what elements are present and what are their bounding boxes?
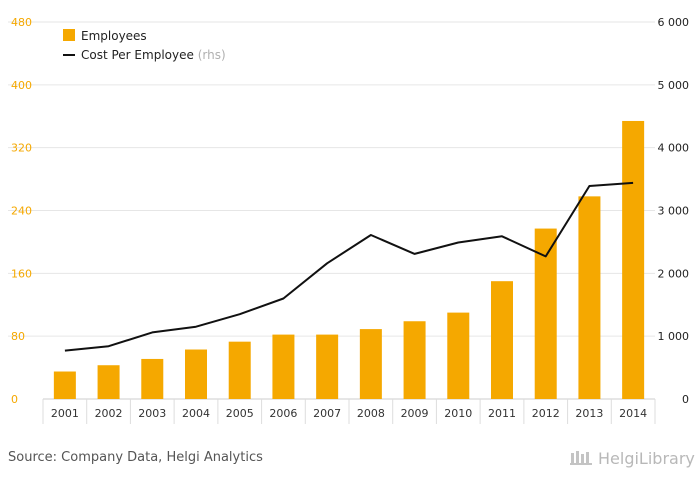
x-tick-label: 2007 [313, 407, 341, 420]
x-tick-label: 2008 [357, 407, 385, 420]
legend-series-name: Cost Per Employee [81, 48, 198, 62]
y-left-tick-label: 240 [11, 205, 32, 218]
source-note: Source: Company Data, Helgi Analytics [8, 450, 263, 465]
x-tick-label: 2001 [51, 407, 79, 420]
x-tick-label: 2005 [226, 407, 254, 420]
bar [141, 358, 164, 399]
x-tick-label: 2006 [269, 407, 297, 420]
bar [228, 341, 251, 399]
combo-chart: 0 0 80 1 000 160 2 000 240 3 000 320 4 000 400 5 00… [8, 16, 690, 424]
legend-swatch-employees [63, 29, 75, 41]
y-right-tick-label: 5 000 [658, 79, 690, 92]
cost-per-employee-line [64, 181, 634, 352]
y-left-tick-label: 320 [11, 142, 32, 155]
library-icon [570, 451, 594, 467]
bar [272, 334, 295, 399]
y-left-tick-label: 160 [11, 267, 32, 280]
y-left-tick-label: 480 [11, 16, 32, 29]
bar [97, 365, 120, 399]
bar [578, 196, 601, 399]
y-right-tick-label: 1 000 [658, 330, 690, 343]
y-left-tick-label: 0 [11, 393, 18, 406]
bar [359, 329, 382, 399]
x-tick-label: 2014 [619, 407, 647, 420]
x-tick-label: 2003 [138, 407, 166, 420]
y-right-tick-label: 2 000 [658, 267, 690, 280]
x-tick-label: 2002 [95, 407, 123, 420]
x-tick-label: 2013 [575, 407, 603, 420]
legend-rhs-note: (rhs) [198, 48, 226, 62]
bar [534, 228, 557, 399]
x-tick-label: 2009 [401, 407, 429, 420]
y-right-tick-label: 4 000 [658, 142, 690, 155]
y-right-tick-label: 6 000 [658, 16, 690, 29]
legend-label-employees: Employees [81, 29, 147, 43]
bar [53, 371, 76, 399]
y-left-tick-label: 400 [11, 79, 32, 92]
bar [316, 334, 339, 399]
y-right-tick-label: 0 [682, 393, 689, 406]
y-right-tick-label: 3 000 [658, 205, 690, 218]
x-tick-label: 2010 [444, 407, 472, 420]
bar [185, 349, 207, 399]
bar [403, 321, 426, 399]
brand-logo: HelgiLibrary [570, 449, 695, 468]
bar [622, 120, 645, 400]
x-tick-label: 2004 [182, 407, 210, 420]
bar [447, 312, 470, 399]
y-left-tick-label: 80 [11, 330, 25, 343]
x-tick-label: 2011 [488, 407, 516, 420]
x-tick-label: 2012 [532, 407, 560, 420]
bar [491, 281, 513, 399]
legend-label-cost: Cost Per Employee (rhs) [81, 48, 226, 62]
brand-name: HelgiLibrary [598, 449, 695, 468]
